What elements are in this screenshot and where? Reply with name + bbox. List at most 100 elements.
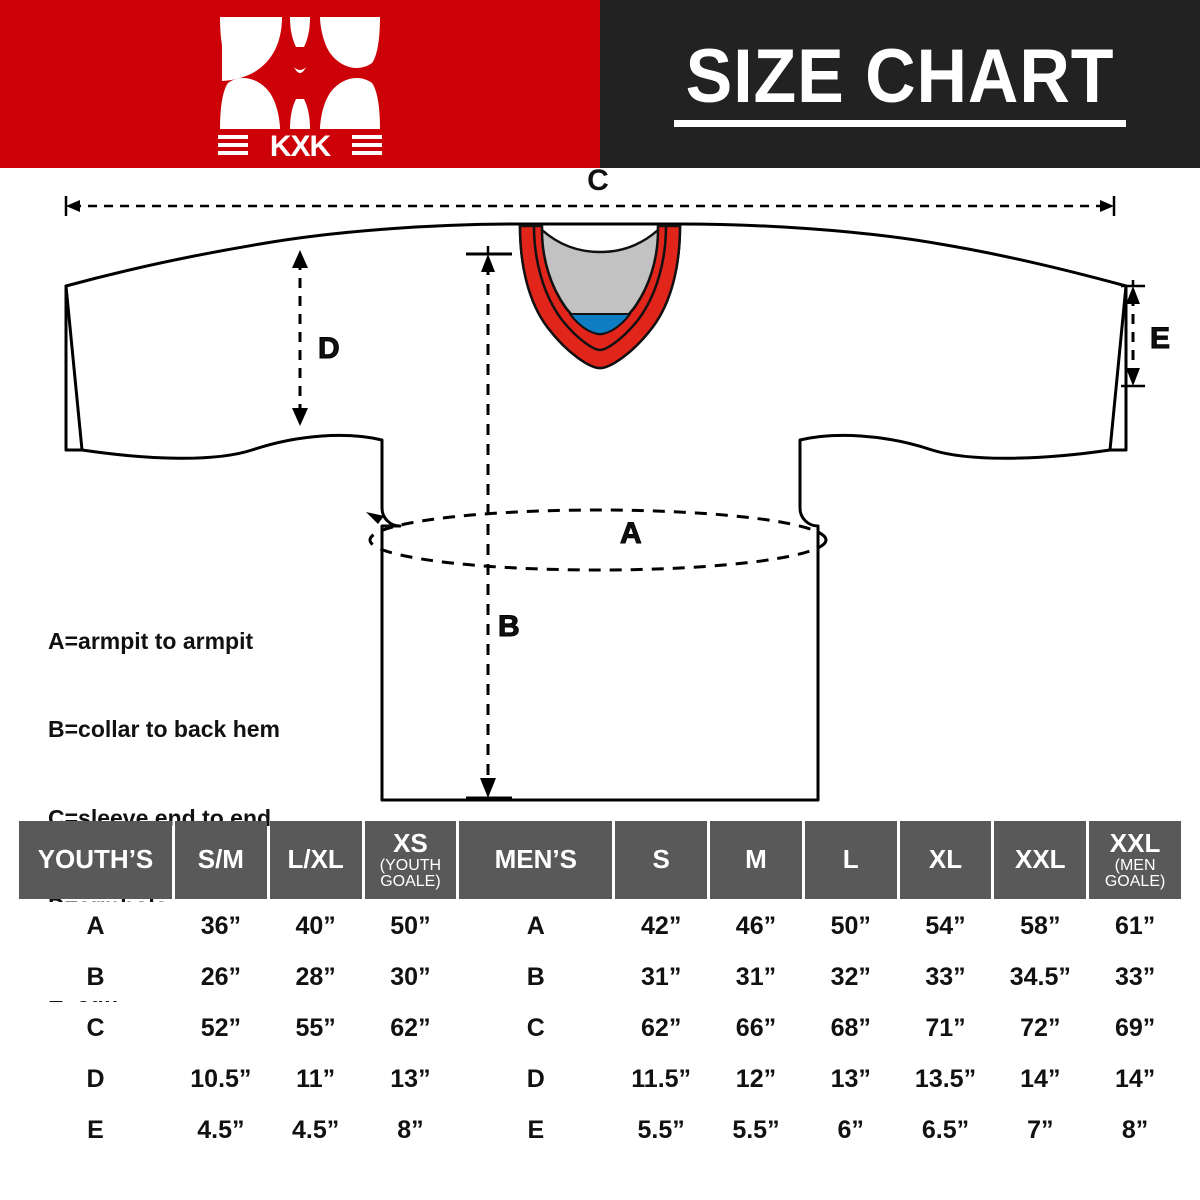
header-youth-xs-goalie: XS (YOUTH GOALE) (364, 821, 457, 899)
row-label-youth-d: D (19, 1055, 172, 1103)
cell-mens-d-xl: 13.5” (899, 1055, 992, 1103)
cell-mens-d-xxlg: 14” (1089, 1055, 1181, 1103)
header-youths: YOUTH’S (19, 821, 172, 899)
table-row: E 4.5” 4.5” 8” E 5.5” 5.5” 6” 6.5” 7” 8” (19, 1106, 1181, 1154)
row-label-mens-d: D (459, 1055, 613, 1103)
cell-mens-d-s: 11.5” (615, 1055, 708, 1103)
cell-mens-d-xxl: 14” (994, 1055, 1087, 1103)
dimension-b-label: B (498, 610, 520, 643)
cell-mens-b-s: 31” (615, 953, 708, 1001)
cell-mens-c-xxl: 72” (994, 1004, 1087, 1052)
dimension-c (64, 196, 1116, 216)
dimension-b: B (466, 246, 520, 800)
dimension-a-label: A (620, 517, 642, 550)
table-row: D 10.5” 11” 13” D 11.5” 12” 13” 13.5” 14… (19, 1055, 1181, 1103)
cell-mens-a-xl: 54” (899, 902, 992, 950)
header-youth-lxl: L/XL (269, 821, 362, 899)
page-header: KXK SIZE CHART (0, 0, 1200, 168)
row-label-youth-e: E (19, 1106, 172, 1154)
cell-youth-e-lxl: 4.5” (269, 1106, 362, 1154)
legend-line-b: B=collar to back hem (48, 716, 280, 743)
cell-youth-a-xs: 50” (364, 902, 457, 950)
cell-youth-b-lxl: 28” (269, 953, 362, 1001)
cell-mens-a-l: 50” (804, 902, 897, 950)
cell-youth-e-xs: 8” (364, 1106, 457, 1154)
row-label-mens-c: C (459, 1004, 613, 1052)
row-label-mens-e: E (459, 1106, 613, 1154)
dimension-c-label: C (587, 168, 609, 197)
cell-youth-a-lxl: 40” (269, 902, 362, 950)
collar-trim-fill (518, 224, 682, 370)
cell-mens-d-m: 12” (710, 1055, 802, 1103)
page-title: SIZE CHART (685, 34, 1115, 120)
title-underline (674, 119, 1126, 127)
cell-youth-c-sm: 52” (174, 1004, 267, 1052)
collar-group (518, 224, 682, 370)
jersey-seams (64, 284, 1128, 452)
cell-mens-c-xl: 71” (899, 1004, 992, 1052)
cell-youth-d-lxl: 11” (269, 1055, 362, 1103)
cell-mens-b-m: 31” (710, 953, 802, 1001)
cell-mens-b-xxl: 34.5” (994, 953, 1087, 1001)
size-table: YOUTH’S S/M L/XL XS (YOUTH GOALE) MEN’S … (16, 818, 1184, 1157)
header-mens-m: M (710, 821, 802, 899)
dimension-d: D (292, 250, 340, 426)
svg-text:KXK: KXK (270, 130, 332, 157)
table-row: C 52” 55” 62” C 62” 66” 68” 71” 72” 69” (19, 1004, 1181, 1052)
cell-youth-c-lxl: 55” (269, 1004, 362, 1052)
row-label-youth-c: C (19, 1004, 172, 1052)
header-mens-s-main: S (652, 844, 670, 875)
dimension-e: E (1121, 280, 1171, 388)
cell-mens-c-s: 62” (615, 1004, 708, 1052)
title-banner: SIZE CHART (600, 0, 1200, 168)
header-mens-xl: XL (899, 821, 992, 899)
header-mens-l: L (804, 821, 897, 899)
kxk-logo-icon: KXK (218, 17, 382, 157)
jersey-diagram: D E A (0, 168, 1200, 1007)
cell-mens-b-l: 32” (804, 953, 897, 1001)
brand-banner: KXK (0, 0, 600, 168)
header-mens-xxl: XXL (994, 821, 1087, 899)
row-label-mens-b: B (459, 953, 613, 1001)
header-mens-l-main: L (842, 844, 859, 875)
jersey-outline (64, 222, 1128, 802)
header-mens-s: S (615, 821, 708, 899)
collar-inner (540, 228, 660, 336)
legend-line-a: A=armpit to armpit (48, 627, 254, 654)
jersey-diagram-svg: D E A (64, 168, 1171, 802)
cell-mens-c-xxlg: 69” (1089, 1004, 1181, 1052)
cell-mens-e-l: 6” (804, 1106, 897, 1154)
cell-mens-c-m: 66” (710, 1004, 802, 1052)
cell-youth-c-xs: 62” (364, 1004, 457, 1052)
header-youth-lxl-main: L/XL (287, 844, 344, 875)
dimension-e-label: E (1150, 322, 1170, 355)
header-youth-sm-main: S/M (197, 844, 244, 875)
cell-youth-e-sm: 4.5” (174, 1106, 267, 1154)
cell-mens-e-m: 5.5” (710, 1106, 802, 1154)
dimension-d-label: D (318, 332, 340, 365)
header-youth-xs-main: XS (393, 828, 428, 859)
header-youth-xs-sub: (YOUTH GOALE) (379, 856, 442, 890)
header-mens-xxl-main: XXL (1015, 844, 1066, 875)
table-row: A 36” 40” 50” A 42” 46” 50” 54” 58” 61” (19, 902, 1181, 950)
header-mens: MEN’S (459, 821, 613, 899)
collar-accent (569, 313, 631, 335)
header-mens-m-main: M (745, 844, 767, 875)
header-mens-xxlg-sub: (MEN GOALE) (1104, 856, 1166, 890)
cell-mens-a-xxl: 58” (994, 902, 1087, 950)
table-header-row: YOUTH’S S/M L/XL XS (YOUTH GOALE) MEN’S … (19, 821, 1181, 899)
size-table-body: A 36” 40” 50” A 42” 46” 50” 54” 58” 61” … (19, 902, 1181, 1154)
cell-youth-b-sm: 26” (174, 953, 267, 1001)
header-mens-xl-main: XL (928, 844, 963, 875)
cell-mens-e-xxlg: 8” (1089, 1106, 1181, 1154)
size-table-wrap: YOUTH’S S/M L/XL XS (YOUTH GOALE) MEN’S … (16, 818, 1184, 1157)
cell-mens-a-xxlg: 61” (1089, 902, 1181, 950)
cell-mens-d-l: 13” (804, 1055, 897, 1103)
cell-mens-c-l: 68” (804, 1004, 897, 1052)
cell-mens-b-xl: 33” (899, 953, 992, 1001)
header-mens-xxlg-main: XXL (1109, 828, 1161, 859)
cell-mens-a-s: 42” (615, 902, 708, 950)
dimension-a: A (366, 508, 828, 572)
cell-mens-e-s: 5.5” (615, 1106, 708, 1154)
